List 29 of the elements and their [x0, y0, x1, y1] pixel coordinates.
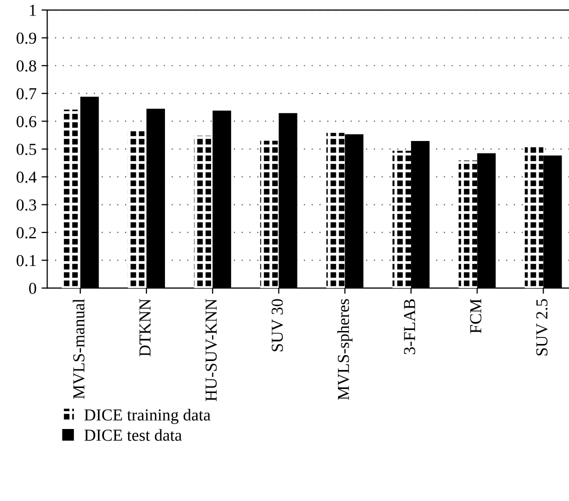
x-tick-label: 3-FLAB — [404, 299, 416, 354]
x-tick-label: SUV 30 — [272, 299, 283, 352]
x-tick-label: MVLS-spheres — [337, 299, 352, 400]
bar — [524, 146, 544, 288]
y-tick-label: 0.5 — [16, 144, 36, 156]
y-tick-label: 0.1 — [16, 254, 36, 266]
bar — [128, 131, 146, 288]
bar — [260, 140, 279, 288]
y-tick-label: 0.3 — [16, 199, 36, 211]
bar — [458, 160, 478, 288]
bar — [194, 136, 213, 288]
y-tick-label: 0.7 — [16, 88, 36, 100]
y-tick-label: 0.8 — [16, 60, 36, 72]
legend-label: DICE training data — [84, 408, 210, 424]
y-tick-label: 0.6 — [16, 116, 36, 128]
y-tick-label: 0.2 — [16, 227, 36, 238]
bar — [62, 110, 80, 288]
x-tick-label: DTKNN — [140, 298, 150, 356]
x-tick-label: HU-SUV-KNN — [206, 298, 217, 402]
y-tick-label: 0.9 — [16, 32, 36, 44]
y-tick-label: 1 — [30, 4, 36, 16]
x-tick-label: FCM — [470, 298, 482, 334]
x-tick-label: SUV 2.5 — [536, 299, 548, 356]
bar — [392, 150, 412, 288]
y-tick-label: 0.4 — [16, 172, 37, 183]
bar — [326, 132, 345, 288]
y-tick-label: 0 — [29, 282, 36, 294]
legend-label: DICE test data — [84, 429, 182, 441]
x-tick-label: MVLS-manual — [72, 298, 85, 399]
